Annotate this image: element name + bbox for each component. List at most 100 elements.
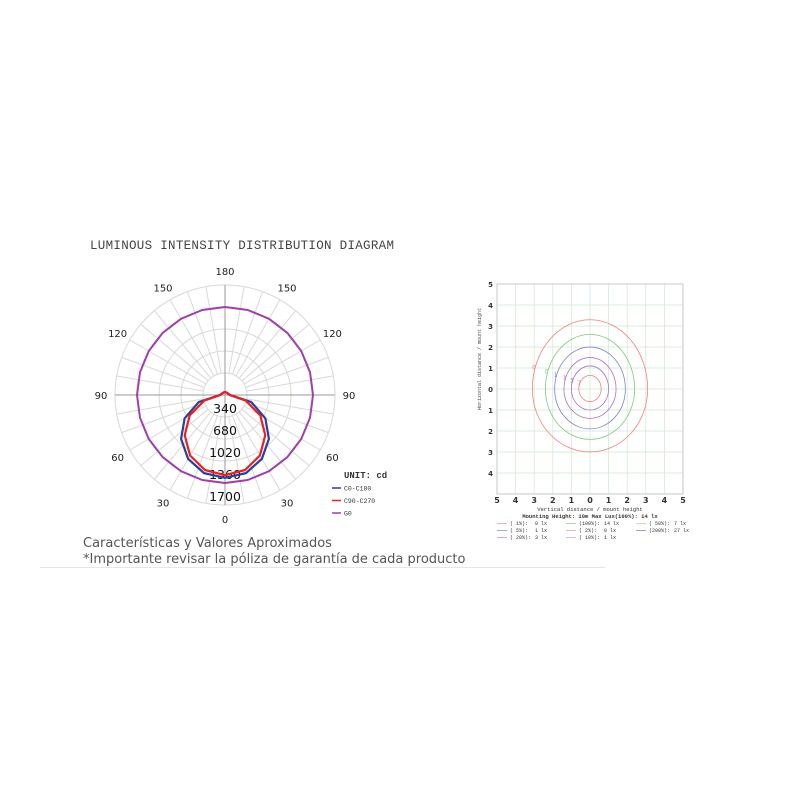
legend-lux: 27 lx: [674, 528, 689, 534]
x-tick-label: 5: [680, 496, 686, 505]
x-tick-label: 5: [494, 496, 500, 505]
polar-spoke: [121, 402, 205, 434]
polar-spoke: [186, 291, 218, 375]
polar-angle-label: 150: [277, 284, 296, 295]
polar-spoke: [232, 415, 264, 499]
legend-lux: 0 lx: [604, 528, 616, 534]
polar-chart-title: LUMINOUS INTENSITY DISTRIBUTION DIAGRAM: [90, 239, 395, 253]
polar-angle-label: 120: [323, 329, 342, 340]
polar-spoke: [235, 413, 281, 491]
polar-spoke: [241, 323, 310, 382]
contour-label: 3: [570, 378, 574, 385]
polar-spoke: [116, 398, 204, 415]
legend-lux: 14 lx: [604, 521, 619, 527]
contour-label: 1: [554, 372, 558, 379]
polar-radial-label: 1020: [209, 445, 241, 460]
polar-radial-label: 1700: [209, 489, 241, 504]
legend-lux: 3 lx: [535, 535, 547, 541]
polar-unit-label: UNIT: cd: [344, 471, 387, 481]
polar-angle-label: 180: [215, 267, 234, 278]
x-tick-label: 3: [643, 496, 649, 505]
x-tick-label: 4: [662, 496, 668, 505]
polar-spoke: [140, 323, 209, 382]
x-tick-label: 2: [624, 496, 630, 505]
polar-spoke: [186, 415, 218, 499]
polar-angle-label: 60: [326, 453, 339, 464]
polar-radial-label: 340: [213, 401, 237, 416]
x-tick-label: 3: [531, 496, 537, 505]
polar-spoke: [241, 408, 310, 467]
isolux-contour: [563, 357, 617, 419]
contour-label: 7: [577, 380, 581, 387]
polar-angle-label: 120: [108, 329, 127, 340]
legend-pct: ( 20%):: [510, 535, 531, 541]
y-tick-label: 2: [488, 428, 493, 436]
polar-angle-label: 0: [222, 515, 228, 526]
legend-label: C0-C180: [344, 486, 371, 493]
polar-spoke: [205, 416, 222, 504]
polar-spoke: [232, 291, 264, 375]
polar-spoke: [235, 299, 281, 377]
legend-lux: 7 lx: [674, 521, 686, 527]
chart-subtitle: Mounting Height: 10m Max Lux(100%): 14 l…: [522, 513, 658, 520]
y-tick-label: 5: [488, 281, 493, 289]
polar-spoke: [169, 413, 215, 491]
polar-spoke: [228, 416, 245, 504]
polar-series-g0: [136, 306, 314, 484]
polar-spoke: [140, 408, 209, 467]
note-warranty: *Importante revisar la póliza de garantí…: [83, 552, 466, 567]
y-tick-label: 1: [488, 365, 493, 373]
polar-angle-label: 90: [343, 391, 356, 402]
polar-series-c90-c270: [183, 390, 267, 477]
legend-label: G0: [344, 511, 352, 518]
legend-label: C90-C270: [344, 498, 375, 505]
legend-pct: ( 5%):: [510, 528, 528, 534]
contour-label: 1: [563, 375, 567, 382]
isolux-contour: [531, 319, 649, 453]
x-tick-label: 0: [587, 496, 593, 505]
y-axis-label: Horizontal distance / mount height: [477, 308, 483, 410]
isolux-contour: [544, 334, 636, 440]
polar-spoke: [116, 375, 204, 392]
polar-spoke: [169, 299, 215, 377]
y-tick-label: 3: [488, 323, 493, 331]
polar-angle-label: 150: [153, 284, 172, 295]
y-tick-label: 0: [488, 386, 493, 394]
x-axis-label: Vertical distance / mount height: [537, 506, 643, 513]
legend-pct: (200%):: [649, 528, 670, 534]
legend-pct: ( 1%):: [510, 521, 528, 527]
polar-spoke: [245, 356, 329, 388]
polar-radial-label: 680: [213, 423, 237, 438]
plot-frame: [496, 283, 684, 495]
legend-pct: (100%):: [579, 521, 600, 527]
note-characteristics: Características y Valores Aproximados: [83, 536, 332, 551]
polar-spoke: [243, 339, 321, 385]
polar-spoke: [153, 310, 212, 379]
x-tick-label: 1: [569, 496, 575, 505]
x-tick-label: 4: [513, 496, 519, 505]
polar-spoke: [246, 398, 334, 415]
x-tick-label: 2: [550, 496, 556, 505]
y-tick-label: 1: [488, 407, 493, 415]
polar-spoke: [121, 356, 205, 388]
contour-label: 0: [532, 365, 536, 372]
contour-label: 0: [545, 369, 549, 376]
polar-spoke: [129, 339, 207, 385]
legend-lux: 1 lx: [604, 535, 616, 541]
legend-pct: ( 10%):: [579, 535, 600, 541]
legend-pct: ( 2%):: [579, 528, 597, 534]
polar-spoke: [205, 286, 222, 374]
polar-angle-label: 30: [157, 498, 170, 509]
x-tick-label: 1: [606, 496, 612, 505]
isolux-contour: [570, 365, 610, 411]
y-tick-label: 4: [488, 302, 493, 310]
polar-angle-label: 90: [95, 391, 108, 402]
polar-angle-label: 60: [111, 453, 124, 464]
y-tick-label: 4: [488, 470, 493, 478]
legend-pct: ( 50%):: [649, 521, 670, 527]
polar-spoke: [238, 310, 297, 379]
polar-spoke: [228, 286, 245, 374]
legend-lux: 1 lx: [535, 528, 547, 534]
polar-angle-label: 30: [281, 498, 294, 509]
divider: [40, 567, 605, 568]
